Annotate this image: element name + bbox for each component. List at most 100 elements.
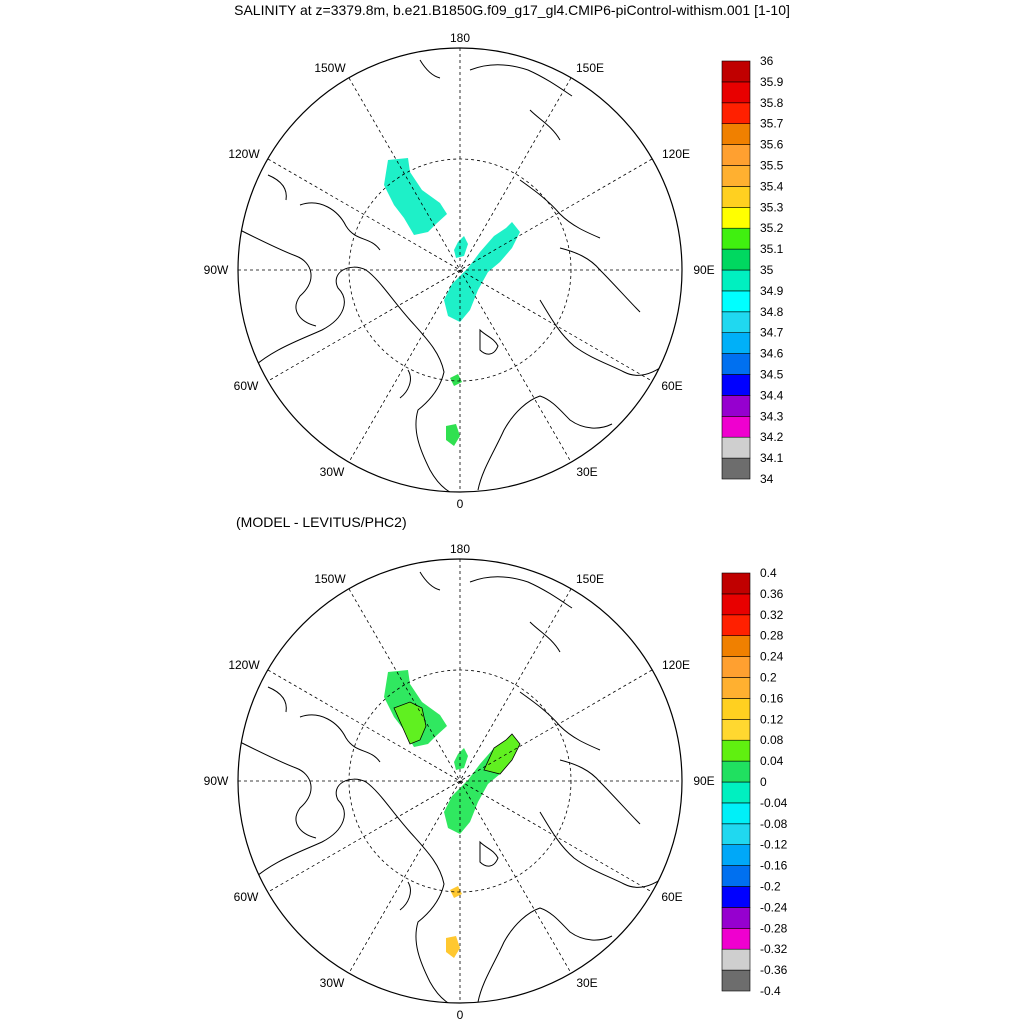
- colorbar-tick-label: -0.36: [760, 963, 788, 977]
- colorbar-swatch: [721, 593, 751, 616]
- lon-label: 30W: [320, 976, 345, 990]
- colorbar-tick-label: 35.5: [760, 159, 784, 173]
- colorbar-tick-label: 35.7: [760, 117, 784, 131]
- colorbar-tick-label: -0.32: [760, 942, 788, 956]
- coastline: [479, 328, 499, 355]
- colorbar-tick-label: -0.2: [760, 880, 781, 894]
- figure-title: SALINITY at z=3379.8m, b.e21.B1850G.f09_…: [234, 2, 790, 18]
- coastline: [559, 247, 641, 313]
- lon-label: 90W: [204, 774, 229, 788]
- colorbar-swatch: [721, 927, 751, 950]
- lon-label: 30E: [576, 465, 597, 479]
- lon-label: 120W: [228, 147, 260, 161]
- lon-label: 150W: [314, 572, 346, 586]
- coastline: [239, 741, 317, 839]
- graticule: [238, 559, 682, 1003]
- coastline: [247, 266, 461, 492]
- difference-panel-title: (MODEL - LEVITUS/PHC2): [236, 514, 407, 530]
- colorbar-tick-label: -0.12: [760, 838, 788, 852]
- colorbar-tick-label: -0.08: [760, 817, 788, 831]
- colorbar-swatch: [721, 81, 751, 104]
- salinity-map-panel: 180 150E 120E 90E 60E 30E 0 30W 60W 90W …: [204, 31, 784, 511]
- coastline: [239, 229, 317, 327]
- colorbar-swatch: [721, 614, 751, 637]
- coastline: [267, 174, 287, 201]
- colorbar-swatch: [721, 436, 751, 459]
- colorbar-tick-label: -0.28: [760, 921, 788, 935]
- eurasian-small-field: [454, 236, 468, 258]
- colorbar-tick-label: 0: [760, 775, 767, 789]
- map-boundary: [237, 558, 683, 1004]
- colorbar-swatch: [721, 415, 751, 438]
- colorbar-swatch: [721, 719, 751, 741]
- colorbar-swatch: [721, 165, 751, 187]
- coastline: [539, 811, 669, 888]
- colorbar-tick-label: 35.6: [760, 138, 784, 152]
- colorbar-swatch: [721, 635, 751, 657]
- coastline: [469, 576, 573, 609]
- greenland-sea-field: [446, 936, 460, 958]
- colorbar-tick-label: -0.16: [760, 859, 788, 873]
- colorbar-swatch: [721, 698, 751, 720]
- lon-label: 60E: [661, 379, 682, 393]
- lon-label: 90W: [204, 263, 229, 277]
- canada-basin-field: [384, 158, 447, 235]
- eurasian-basin-high-field: [483, 733, 521, 775]
- coastline: [299, 202, 381, 251]
- fram-strait-field: [450, 374, 462, 386]
- coastline: [519, 691, 601, 751]
- colorbar-tick-label: 0.36: [760, 587, 784, 601]
- lon-label: 60E: [661, 890, 682, 904]
- colorbar-tick-label: 0.12: [760, 712, 784, 726]
- colorbar-swatch: [721, 969, 751, 992]
- colorbar-tick-label: 34: [760, 472, 774, 486]
- colorbar-swatch: [721, 290, 751, 313]
- colorbar-tick-label: 34.8: [760, 305, 784, 319]
- lon-label: 120E: [662, 658, 690, 672]
- colorbar-swatch: [721, 781, 751, 804]
- coastline: [477, 395, 613, 491]
- colorbar-tick-label: -0.24: [760, 900, 788, 914]
- colorbar-swatch: [721, 907, 751, 929]
- colorbar-swatch: [721, 739, 751, 762]
- colorbar-tick-label: 35: [760, 263, 774, 277]
- colorbar-swatch: [721, 865, 751, 887]
- colorbar-swatch: [721, 760, 751, 783]
- coastline: [419, 59, 441, 79]
- coastline: [469, 64, 573, 97]
- colorbar-tick-label: 34.1: [760, 451, 784, 465]
- lon-label: 90E: [693, 263, 714, 277]
- lon-label: 180: [450, 542, 470, 556]
- longitude-labels: 180 150E 120E 90E 60E 30E 0 30W 60W 90W …: [204, 542, 715, 1022]
- lon-label: 180: [450, 31, 470, 45]
- colorbar-swatch: [721, 123, 751, 145]
- colorbar-swatch: [721, 60, 751, 83]
- difference-colorbar: 0.4 0.36 0.32 0.28 0.24 0.2 0.16 0.12 0.08 0.04 0 -…: [721, 566, 788, 998]
- salinity-colorbar: 36 35.9 35.8 35.7 35.6 35.5 35.4 35.3 35.2 35.1 35…: [721, 54, 784, 486]
- coastline: [419, 571, 441, 591]
- colorbar-swatch: [721, 656, 751, 678]
- colorbar-tick-label: 0.4: [760, 566, 777, 580]
- colorbar-swatch: [721, 207, 751, 229]
- colorbar-swatch: [721, 311, 751, 333]
- colorbar-tick-label: 34.7: [760, 326, 784, 340]
- fram-strait-field: [450, 886, 462, 898]
- colorbar-tick-label: 36: [760, 54, 774, 68]
- colorbar-tick-label: 34.4: [760, 388, 784, 402]
- lon-label: 120E: [662, 147, 690, 161]
- colorbar-swatch: [721, 802, 751, 825]
- coastline: [539, 299, 669, 376]
- coastline: [247, 778, 461, 1003]
- coastline: [267, 686, 287, 713]
- colorbar-tick-label: -0.04: [760, 796, 788, 810]
- colorbar-swatch: [721, 457, 751, 480]
- lon-label: 150W: [314, 61, 346, 75]
- colorbar-swatch: [721, 395, 751, 417]
- colorbar-tick-label: 35.2: [760, 221, 784, 235]
- lon-label: 60W: [234, 379, 259, 393]
- colorbar-tick-label: 35.4: [760, 179, 784, 193]
- lon-label: 30W: [320, 465, 345, 479]
- lon-label: 120W: [228, 658, 260, 672]
- coastline: [479, 840, 499, 867]
- difference-map-panel: 180 150E 120E 90E 60E 30E 0 30W 60W 90W …: [204, 542, 788, 1022]
